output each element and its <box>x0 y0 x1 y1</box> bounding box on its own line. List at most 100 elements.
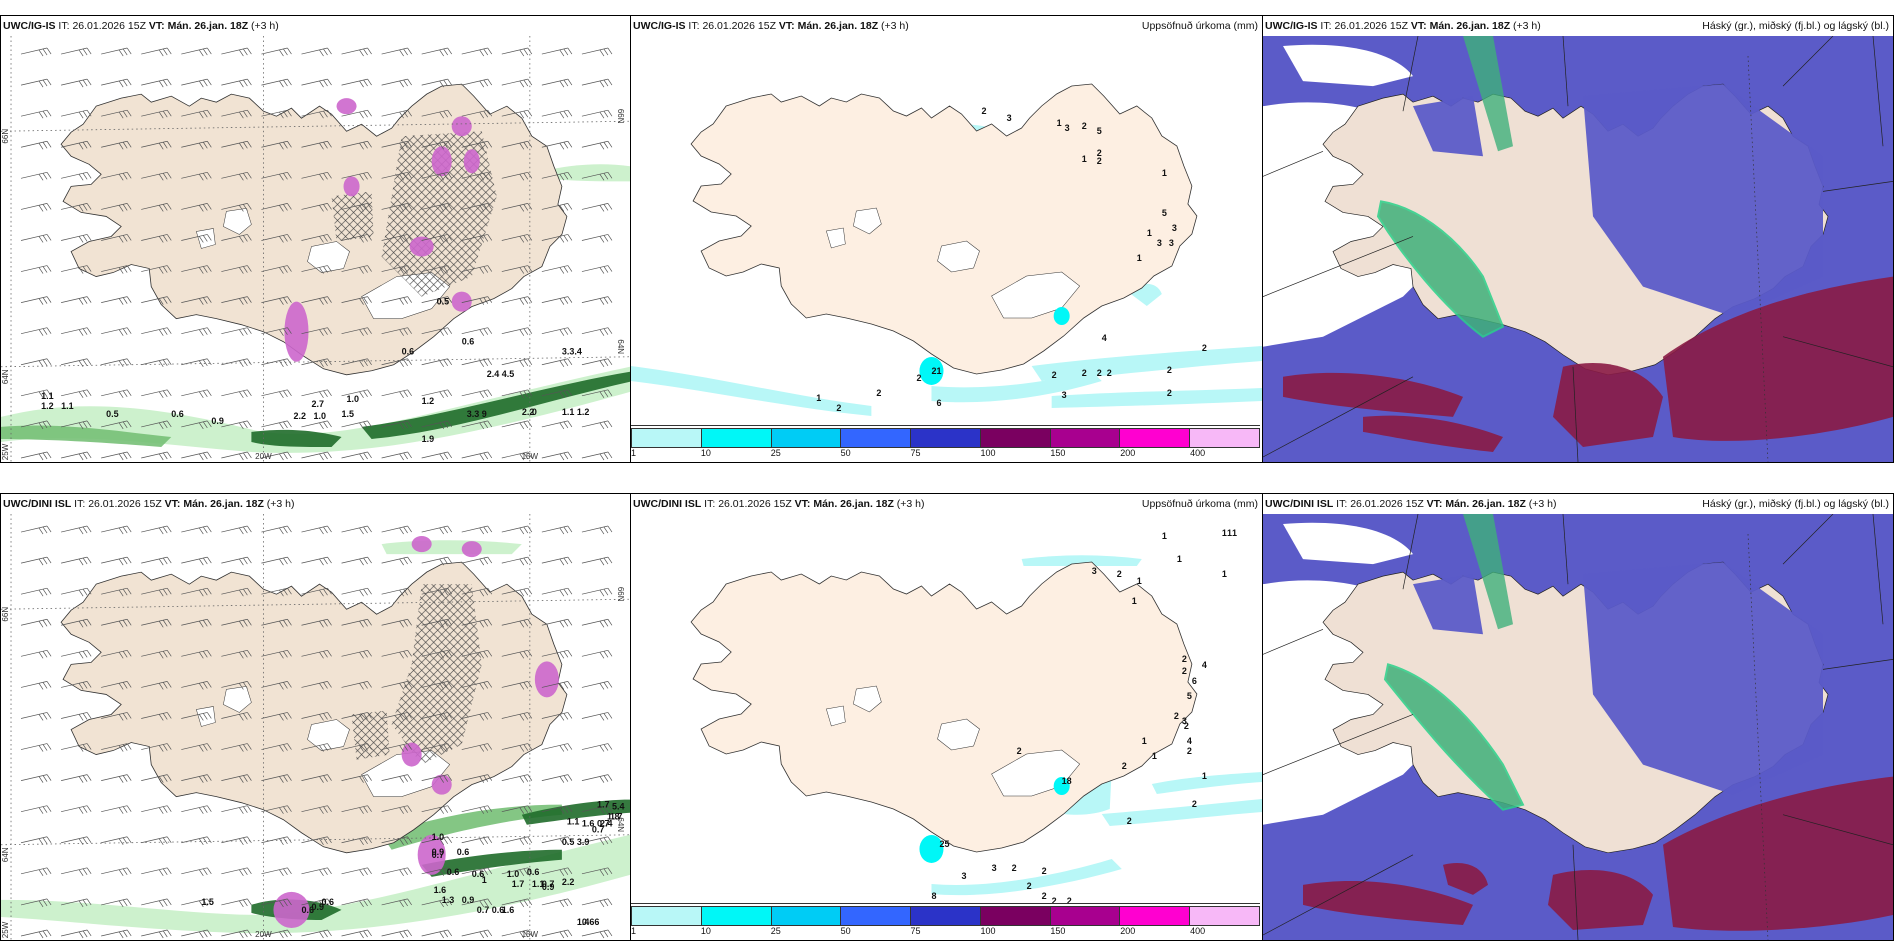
wind-barb <box>341 867 372 877</box>
map-area[interactable]: 66N 64N 66N 64N 25W 20W 15W 1.1 1.2 1.1 0.5 0.6 0.9 2… <box>1 36 630 462</box>
wind-barb <box>20 358 52 367</box>
precip-value: 2 <box>1097 148 1102 158</box>
wind-barb <box>581 743 613 752</box>
wind-barb <box>541 743 573 752</box>
precip-value: 0.6 <box>457 847 470 857</box>
precip-value: 0.9 <box>311 902 324 912</box>
wind-barb <box>221 929 252 939</box>
wind-barb <box>141 327 172 336</box>
precip-band <box>1 366 630 453</box>
wind-barb <box>101 649 132 659</box>
precip-blob <box>461 541 482 558</box>
wind-barb <box>61 587 92 597</box>
clear-sky-area <box>1283 44 1413 87</box>
valid-time-value: Mán. 26.jan. 18Z <box>1429 20 1511 32</box>
wind-barb <box>221 109 252 119</box>
wind-barb <box>381 78 412 88</box>
map-svg <box>1263 514 1893 940</box>
map-area[interactable] <box>1263 514 1893 940</box>
precip-blob <box>336 98 357 115</box>
init-time-value: 26.01.2026 15Z <box>1350 498 1424 510</box>
glacier <box>991 271 1081 319</box>
precip-value: 2 <box>876 388 881 398</box>
lat-label-66n-right: 66N <box>616 109 625 124</box>
map-area[interactable] <box>1263 36 1893 462</box>
low-cloud-area <box>1363 415 1503 452</box>
wind-barb <box>501 618 533 628</box>
colorbar-tick-label: 100 <box>980 448 996 458</box>
wind-barb <box>101 358 132 367</box>
wind-barb <box>461 556 493 566</box>
wind-barb <box>381 358 412 367</box>
wind-barb <box>261 140 292 150</box>
wind-barb <box>261 556 292 566</box>
wind-barb <box>221 618 252 628</box>
wind-barb <box>421 47 453 57</box>
map-area[interactable]: 2 3 3 2 5 1 2 2 1 1 5 3 1 3 3 1 4 2 2 1 2 21 6 2 2 2 2 2 2 3 2 <box>631 36 1262 426</box>
wind-barb <box>541 836 573 845</box>
map-area[interactable]: 66N 64N 66N 64N 25W 20W 15W 0.7 1.1 1.0 0.9 0.7 0.6 0… <box>1 514 630 940</box>
wind-barb <box>341 140 372 150</box>
wind-barb <box>301 109 332 119</box>
wind-barb <box>581 712 613 721</box>
precip-blob <box>343 176 360 197</box>
wind-barb <box>541 296 573 305</box>
wind-barb <box>421 389 453 399</box>
precip-value: 1.9 <box>422 434 435 444</box>
colorbar-swatch <box>632 907 702 925</box>
precip-value: 2 <box>1182 666 1187 676</box>
wind-barb <box>181 78 212 88</box>
wind-barb <box>541 712 573 721</box>
mid-cloud-over-land <box>1583 562 1823 795</box>
precip-value: 2 <box>1052 370 1057 380</box>
wind-barb <box>381 525 412 535</box>
precip-value: 0.6 <box>447 867 460 877</box>
wind-barb <box>301 556 332 566</box>
graticule <box>1 36 630 462</box>
wind-barb <box>341 234 372 243</box>
colorbar-tick-label: 1 <box>631 448 637 458</box>
wind-barb <box>541 78 573 88</box>
wind-barb <box>141 296 172 305</box>
precip-value: 3.3 <box>467 409 480 419</box>
map-area[interactable]: 1 1 1 1 3 1 2 1 1 1 2 2 4 6 5 2 1 3 2 1 4 2 2 1 18 2 2 25 2 3 3 2 2 2 2 8 2 2 <box>631 514 1262 904</box>
wind-barb <box>181 649 212 659</box>
glacier <box>195 706 216 727</box>
wind-barb <box>221 898 252 908</box>
wind-barb <box>501 47 533 57</box>
precip-value: 0.5 <box>562 837 575 847</box>
wind-barb <box>101 171 132 181</box>
colorbar-swatch <box>1050 429 1121 447</box>
wind-barb <box>101 587 132 597</box>
colorbar-tick-label: 150 <box>1050 448 1066 458</box>
wind-barb <box>20 587 52 597</box>
precip-value: 2 <box>1117 569 1122 579</box>
precip-value: 4 <box>1102 333 1107 343</box>
panel-accum-precip-igis: UWC/IG-IS IT: 26.01.2026 15Z VT: Mán. 26… <box>630 15 1263 463</box>
colorbar-swatch <box>841 907 912 925</box>
wind-barb <box>181 171 212 181</box>
low-cloud-area <box>1443 863 1488 895</box>
precip-value: 0.6 <box>402 347 415 357</box>
wind-barb <box>261 743 292 752</box>
wind-barb <box>541 47 573 57</box>
wind-barb <box>341 296 372 305</box>
wind-barb <box>20 327 52 336</box>
precip-value: 0.6 <box>322 897 335 907</box>
precip-value: 3.3.4 <box>562 347 582 357</box>
precip-core <box>1053 777 1070 795</box>
wind-barb <box>20 898 52 908</box>
wind-barb <box>541 618 573 628</box>
wind-barb <box>581 203 613 212</box>
wind-barb <box>501 929 533 939</box>
wind-barb <box>181 867 212 877</box>
wind-barb <box>421 774 453 783</box>
wind-barb <box>301 649 332 659</box>
precip-shading <box>1 164 630 453</box>
colorbar-swatch <box>980 907 1051 925</box>
wind-barb <box>181 774 212 783</box>
model-name: UWC/IG-IS <box>3 20 56 32</box>
wind-barb <box>221 451 252 461</box>
panel-header: UWC/IG-IS IT: 26.01.2026 15Z VT: Mán. 26… <box>631 16 1262 36</box>
